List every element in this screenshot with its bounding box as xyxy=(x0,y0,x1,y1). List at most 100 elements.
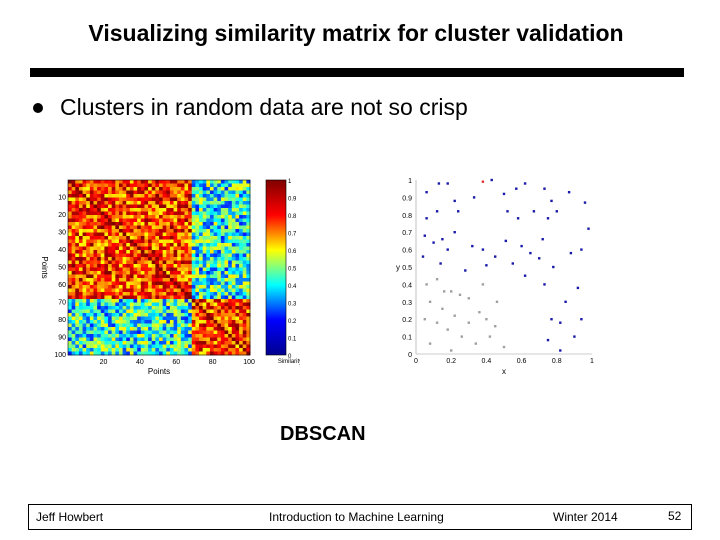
heatmap-cell xyxy=(148,271,153,275)
heatmap-cell xyxy=(206,246,211,251)
heatmap-cell xyxy=(228,330,233,335)
heatmap-cell xyxy=(166,218,171,223)
heatmap-cell xyxy=(173,271,178,275)
heatmap-cell xyxy=(86,253,91,258)
heatmap-cell xyxy=(151,250,156,254)
heatmap-cell xyxy=(122,264,127,268)
title-divider xyxy=(30,68,684,77)
heatmap-cell xyxy=(246,239,251,244)
heatmap-cell xyxy=(78,334,83,338)
heatmap-cell xyxy=(213,204,218,209)
heatmap-cell xyxy=(162,239,167,244)
heatmap-cell xyxy=(206,302,211,307)
heatmap-cell xyxy=(115,285,120,289)
heatmap-cell xyxy=(162,222,167,226)
heatmap-cell xyxy=(177,187,182,191)
heatmap-cell xyxy=(188,183,193,188)
heatmap-cell xyxy=(166,285,171,289)
heatmap-cell xyxy=(188,208,193,212)
heatmap-y-tick: 10 xyxy=(58,195,66,202)
heatmap-cell xyxy=(188,285,193,289)
heatmap-cell xyxy=(162,204,167,209)
heatmap-cell xyxy=(217,201,222,205)
heatmap-cell xyxy=(228,229,233,233)
heatmap-cell xyxy=(195,320,200,324)
scatter-point xyxy=(457,210,460,213)
heatmap-cell xyxy=(199,323,204,328)
heatmap-cell xyxy=(137,323,142,328)
heatmap-cell xyxy=(199,271,204,275)
heatmap-cell xyxy=(159,222,164,226)
heatmap-cell xyxy=(220,215,225,219)
heatmap-cell xyxy=(104,180,109,184)
heatmap-cell xyxy=(213,344,218,349)
heatmap-cell xyxy=(148,348,153,352)
heatmap-cell xyxy=(129,232,134,237)
heatmap-cell xyxy=(115,243,120,247)
heatmap-cell xyxy=(195,348,200,352)
heatmap-cell xyxy=(231,334,236,338)
heatmap-cell xyxy=(173,194,178,198)
heatmap-cell xyxy=(206,257,211,261)
heatmap-cell xyxy=(126,257,131,261)
heatmap-cell xyxy=(93,257,98,261)
heatmap-cell xyxy=(209,222,214,226)
heatmap-cell xyxy=(78,264,83,268)
heatmap-cell xyxy=(126,225,131,230)
heatmap-cell xyxy=(231,222,236,226)
heatmap-cell xyxy=(133,274,138,279)
heatmap-cell xyxy=(118,278,123,282)
scatter-point xyxy=(485,318,488,321)
heatmap-cell xyxy=(228,327,233,331)
heatmap-cell xyxy=(144,190,149,195)
heatmap-cell xyxy=(188,278,193,282)
heatmap-cell xyxy=(68,323,73,328)
heatmap-cell xyxy=(151,222,156,226)
heatmap-cell xyxy=(184,295,189,300)
heatmap-cell xyxy=(122,306,127,310)
heatmap-cell xyxy=(137,257,142,261)
heatmap-cell xyxy=(202,313,207,317)
heatmap-cell xyxy=(235,299,240,303)
heatmap-cell xyxy=(169,351,174,356)
heatmap-cell xyxy=(169,334,174,338)
heatmap-cell xyxy=(75,278,80,282)
heatmap-cell xyxy=(202,197,207,202)
heatmap-cell xyxy=(129,229,134,233)
heatmap-cell xyxy=(144,327,149,331)
heatmap-cell xyxy=(206,187,211,191)
heatmap-cell xyxy=(148,281,153,286)
heatmap-cell xyxy=(111,187,116,191)
scatter-point xyxy=(458,293,462,296)
heatmap-cell xyxy=(140,295,145,300)
heatmap-cell xyxy=(78,351,83,356)
heatmap-cell xyxy=(188,334,193,338)
heatmap-cell xyxy=(68,180,73,184)
heatmap-cell xyxy=(155,229,160,233)
heatmap-cell xyxy=(86,281,91,286)
heatmap-y-tick: 30 xyxy=(58,230,66,237)
heatmap-cell xyxy=(97,306,102,310)
heatmap-cell xyxy=(115,299,120,303)
heatmap-cell xyxy=(242,253,247,258)
heatmap-cell xyxy=(122,271,127,275)
heatmap-cell xyxy=(144,309,149,314)
heatmap-cell xyxy=(162,309,167,314)
heatmap-cell xyxy=(213,246,218,251)
heatmap-cell xyxy=(115,334,120,338)
heatmap-cell xyxy=(151,201,156,205)
heatmap-cell xyxy=(246,323,251,328)
heatmap-cell xyxy=(242,351,247,356)
heatmap-cell xyxy=(137,194,142,198)
heatmap-cell xyxy=(68,351,73,356)
heatmap-cell xyxy=(180,260,185,265)
heatmap-cell xyxy=(148,260,153,265)
heatmap-cell xyxy=(228,313,233,317)
heatmap-cell xyxy=(228,334,233,338)
heatmap-cell xyxy=(246,229,251,233)
heatmap-cell xyxy=(68,243,73,247)
heatmap-cell xyxy=(89,337,94,342)
heatmap-cell xyxy=(235,351,240,356)
heatmap-cell xyxy=(71,243,76,247)
heatmap-cell xyxy=(137,229,142,233)
